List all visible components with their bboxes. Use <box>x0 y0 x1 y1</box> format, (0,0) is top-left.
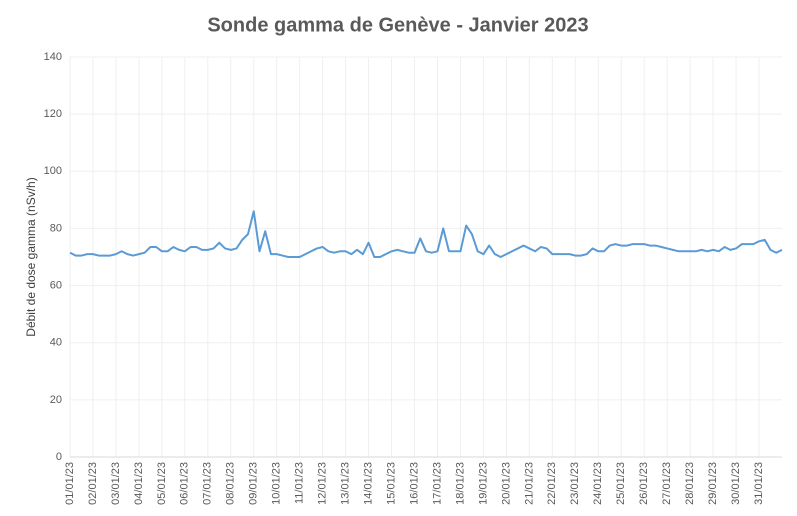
x-tick-label: 09/01/23 <box>248 462 260 505</box>
x-tick-label: 13/01/23 <box>340 462 352 505</box>
x-tick-label: 14/01/23 <box>362 462 374 505</box>
y-tick-label: 120 <box>44 108 62 120</box>
x-tick-label: 28/01/23 <box>684 462 696 505</box>
x-tick-label: 23/01/23 <box>569 462 581 505</box>
x-tick-label: 21/01/23 <box>523 462 535 505</box>
x-tick-label: 08/01/23 <box>225 462 237 505</box>
y-tick-label: 140 <box>44 51 62 63</box>
x-tick-label: 01/01/23 <box>64 462 76 505</box>
x-tick-label: 02/01/23 <box>87 462 99 505</box>
y-axis-label: Débit de dose gamma (nSv/h) <box>24 177 38 336</box>
chart-title: Sonde gamma de Genève - Janvier 2023 <box>207 14 588 36</box>
x-tick-label: 05/01/23 <box>156 462 168 505</box>
x-tick-label: 20/01/23 <box>500 462 512 505</box>
x-tick-label: 10/01/23 <box>271 462 283 505</box>
x-tick-label: 31/01/23 <box>753 462 765 505</box>
x-tick-label: 30/01/23 <box>730 462 742 505</box>
x-tick-label: 24/01/23 <box>592 462 604 505</box>
x-tick-label: 04/01/23 <box>133 462 145 505</box>
x-tick-label: 19/01/23 <box>477 462 489 505</box>
y-tick-label: 0 <box>56 451 62 463</box>
y-tick-label: 100 <box>44 165 62 177</box>
x-tick-label: 03/01/23 <box>110 462 122 505</box>
x-tick-label: 26/01/23 <box>638 462 650 505</box>
x-tick-label: 18/01/23 <box>454 462 466 505</box>
x-tick-label: 29/01/23 <box>707 462 719 505</box>
series-line <box>69 210 783 258</box>
x-tick-label: 16/01/23 <box>408 462 420 505</box>
x-tick-label: 07/01/23 <box>202 462 214 505</box>
x-tick-label: 06/01/23 <box>179 462 191 505</box>
x-tick-label: 22/01/23 <box>546 462 558 505</box>
x-tick-label: 17/01/23 <box>431 462 443 505</box>
x-tick-label: 25/01/23 <box>615 462 627 505</box>
y-tick-label: 20 <box>50 394 62 406</box>
x-tick-label: 27/01/23 <box>661 462 673 505</box>
x-tick-label: 11/01/23 <box>294 462 306 504</box>
y-tick-label: 40 <box>50 337 62 349</box>
x-tick-label: 12/01/23 <box>317 462 329 505</box>
x-tick-label: 15/01/23 <box>385 462 397 505</box>
y-tick-label: 60 <box>50 279 62 291</box>
y-tick-label: 80 <box>50 222 62 234</box>
